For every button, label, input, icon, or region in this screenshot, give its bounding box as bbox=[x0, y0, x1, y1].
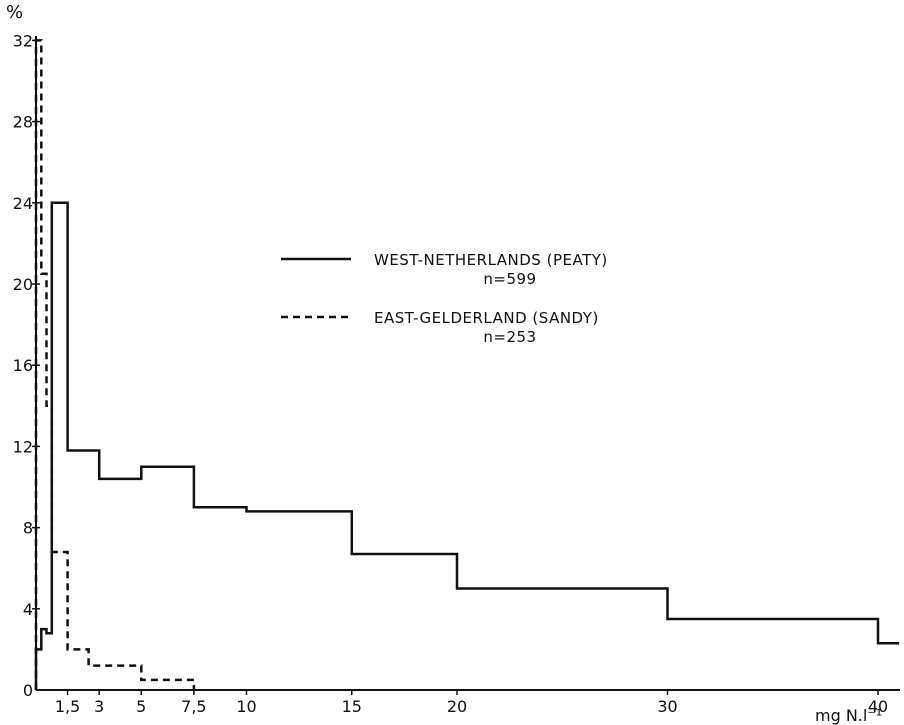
y-ticks: 0 4 8 12 16 20 24 28 32 bbox=[13, 31, 40, 700]
y-tick-label: 24 bbox=[13, 194, 33, 213]
y-axis-unit-label: % bbox=[6, 2, 23, 23]
x-tick-label: 10 bbox=[236, 697, 256, 716]
y-tick-label: 32 bbox=[13, 31, 33, 50]
legend-n-west-netherlands: n=599 bbox=[483, 270, 536, 288]
y-tick-label: 28 bbox=[13, 113, 33, 132]
x-tick-label: 40 bbox=[868, 697, 888, 716]
x-ticks: 1,5 3 5 7,5 10 15 20 30 40 bbox=[55, 690, 888, 716]
series-layer bbox=[34, 39, 900, 690]
y-tick-label: 12 bbox=[13, 437, 33, 456]
x-tick-label: 7,5 bbox=[181, 697, 206, 716]
y-tick-label: 20 bbox=[13, 275, 33, 294]
series-line-east-gelderland bbox=[34, 39, 196, 690]
y-tick-label: 8 bbox=[23, 519, 33, 538]
x-axis-unit-label: mg N.l⁻¹ bbox=[815, 706, 882, 725]
y-tick-label: 0 bbox=[23, 681, 33, 700]
x-tick-label: 5 bbox=[136, 697, 146, 716]
y-tick-label: 4 bbox=[23, 600, 33, 619]
x-tick-label: 15 bbox=[342, 697, 362, 716]
axes bbox=[35, 36, 900, 691]
y-tick-label: 16 bbox=[13, 356, 33, 375]
x-tick-label: 3 bbox=[94, 697, 104, 716]
legend-label-east-gelderland: EAST-GELDERLAND (SANDY) bbox=[374, 309, 599, 327]
x-tick-label: 30 bbox=[657, 697, 677, 716]
x-tick-label: 1,5 bbox=[55, 697, 80, 716]
x-tick-label: 20 bbox=[447, 697, 467, 716]
legend-label-west-netherlands: WEST-NETHERLANDS (PEATY) bbox=[374, 251, 608, 269]
series-line-west-netherlands bbox=[34, 201, 900, 690]
legend-n-east-gelderland: n=253 bbox=[483, 328, 536, 346]
legend: WEST-NETHERLANDS (PEATY) n=599 EAST-GELD… bbox=[281, 251, 608, 346]
